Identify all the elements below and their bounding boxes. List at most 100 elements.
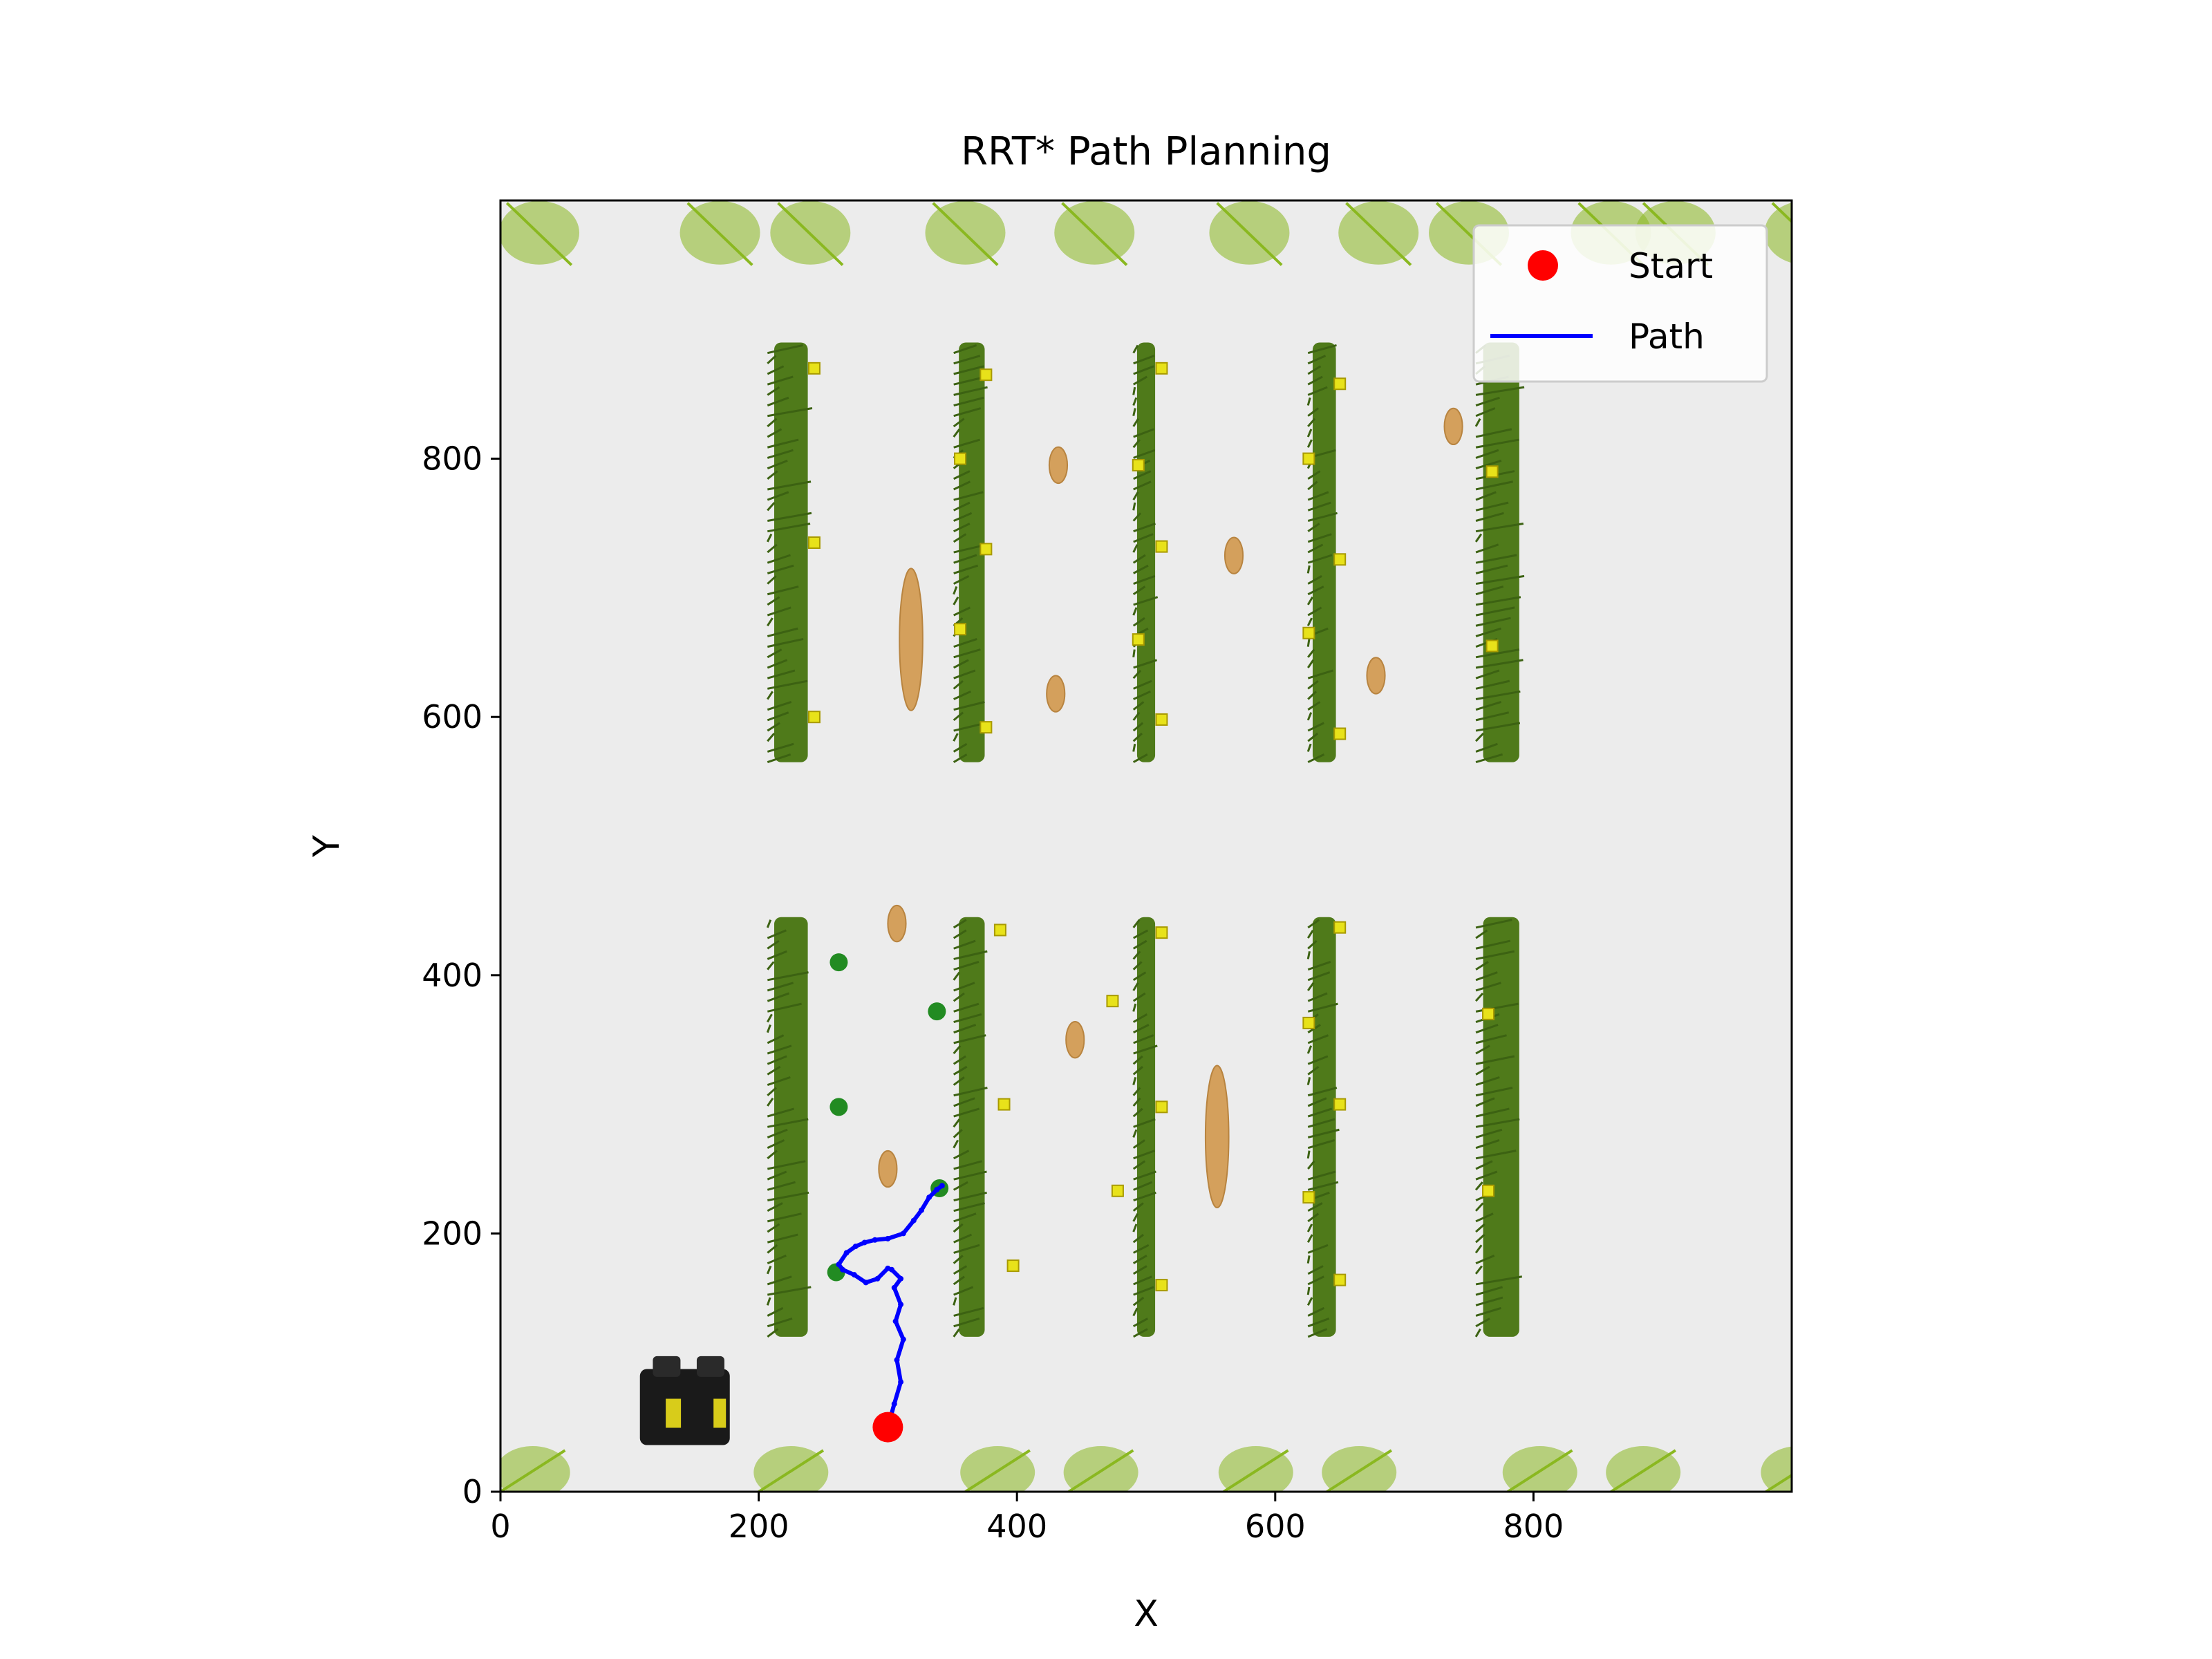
plot-frame (499, 199, 1793, 1493)
path-node (891, 1400, 897, 1407)
crop-row (766, 917, 812, 1338)
x-tick-label: 600 (1245, 1508, 1306, 1545)
yellow-marker (1302, 1191, 1315, 1204)
yellow-marker (1302, 1016, 1315, 1029)
grass-tuft (1322, 1445, 1397, 1492)
hay-bale (1065, 1021, 1085, 1059)
yellow-marker (1333, 377, 1347, 391)
path-node (885, 1235, 891, 1241)
hay-bale (1443, 407, 1463, 446)
yellow-marker (1155, 713, 1168, 726)
field-scene (500, 200, 1792, 1492)
yellow-marker (997, 1098, 1011, 1111)
legend-box (1472, 224, 1768, 383)
yellow-marker (1333, 1098, 1347, 1111)
hay-bale (1046, 675, 1066, 713)
yellow-marker (1106, 995, 1119, 1008)
yellow-marker (1155, 362, 1168, 375)
tree-point (830, 953, 848, 972)
grass-tuft (500, 1445, 570, 1492)
hay-bale (1204, 1065, 1230, 1209)
crop-row (1474, 917, 1523, 1338)
crop-row (953, 917, 988, 1338)
path-node (894, 1357, 900, 1363)
path-node (898, 1275, 904, 1282)
grass-tuft (1764, 202, 1792, 263)
grass-tuft (1761, 1446, 1792, 1492)
legend-marker-start (1528, 250, 1558, 281)
path-node (885, 1265, 891, 1271)
crop-row (766, 342, 813, 764)
grass-tuft (1338, 200, 1419, 266)
path-node (910, 1217, 917, 1224)
path-node (891, 1284, 897, 1291)
yellow-marker (1155, 540, 1168, 553)
yellow-marker (980, 543, 993, 556)
yellow-marker (1333, 727, 1347, 740)
hay-bale (1048, 446, 1069, 485)
yellow-marker (980, 721, 993, 734)
yellow-marker (1155, 1100, 1168, 1114)
yellow-marker (1155, 926, 1168, 939)
crop-row (1306, 342, 1338, 763)
grass-tuft (925, 200, 1006, 266)
path-node (918, 1207, 924, 1213)
path-node (843, 1250, 850, 1256)
yellow-marker (980, 368, 993, 382)
x-tick-label: 200 (729, 1508, 789, 1545)
chart-title: RRT* Path Planning (961, 129, 1331, 174)
y-axis-label: Y (306, 835, 348, 858)
path-node (898, 1302, 904, 1308)
grass-tuft (1218, 1445, 1293, 1492)
x-axis: 0 200 400 600 800 (490, 1492, 1564, 1545)
y-tick-label: 200 (422, 1215, 482, 1252)
yellow-marker (993, 924, 1006, 937)
y-axis: 0 200 400 600 800 (422, 440, 500, 1510)
path-node (939, 1183, 945, 1189)
path-node (926, 1194, 932, 1201)
path-node (840, 1266, 846, 1273)
legend-label-start: Start (1629, 246, 1713, 286)
yellow-marker (1333, 921, 1347, 934)
hay-bale (878, 1150, 898, 1188)
hay-bale (1366, 657, 1386, 695)
yellow-marker (1482, 1007, 1495, 1020)
yellow-marker (1302, 626, 1315, 639)
crop-row (1132, 917, 1158, 1338)
yellow-marker (1155, 1279, 1168, 1292)
path-node (872, 1237, 878, 1243)
path-node (851, 1272, 857, 1278)
yellow-marker (1111, 1184, 1124, 1197)
path-node (900, 1230, 906, 1237)
data-marks (836, 1183, 945, 1443)
grass-tuft (960, 1445, 1035, 1492)
yellow-marker (1132, 458, 1145, 471)
hay-bale (1224, 536, 1244, 574)
grass-tuft (753, 1445, 829, 1492)
x-axis-label: X (1134, 1593, 1159, 1635)
path-node (892, 1318, 899, 1324)
crop-row (1306, 917, 1340, 1338)
yellow-marker (807, 536, 821, 550)
crop-row (1132, 342, 1159, 763)
path-node (898, 1379, 904, 1385)
y-tick-label: 0 (462, 1473, 482, 1510)
grass-tuft (679, 200, 760, 266)
grass-tuft (1054, 200, 1135, 266)
y-tick-label: 400 (422, 957, 482, 994)
yellow-marker (1333, 1273, 1347, 1286)
yellow-marker (1302, 452, 1315, 465)
robot-vehicle (639, 1356, 730, 1445)
path-node (874, 1275, 881, 1282)
path-node (861, 1239, 868, 1246)
yellow-marker (1482, 1184, 1495, 1197)
y-tick-label: 800 (422, 440, 482, 478)
x-tick-label: 0 (490, 1508, 510, 1545)
yellow-marker (807, 362, 821, 375)
grass-tuft (1606, 1445, 1681, 1492)
yellow-marker (954, 623, 967, 636)
crop-row (1474, 342, 1525, 764)
yellow-marker (1485, 639, 1499, 653)
